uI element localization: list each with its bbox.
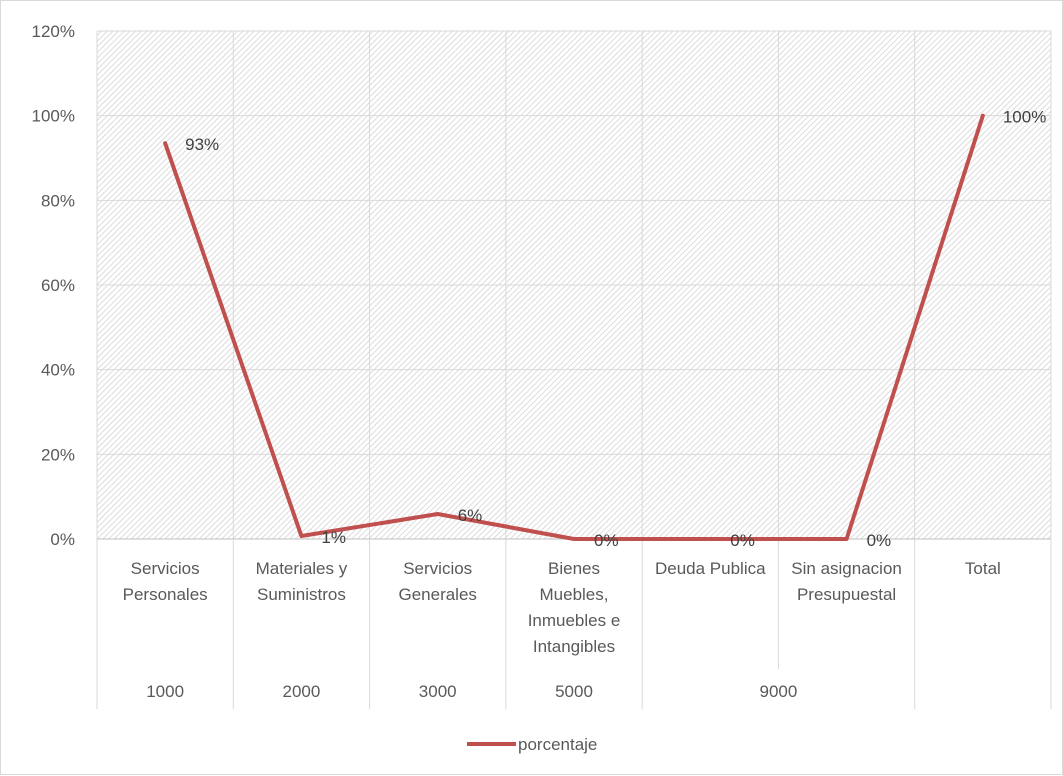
data-label: 6%: [458, 506, 483, 525]
x-category-label: Bienes: [548, 559, 600, 578]
x-category-label: Servicios: [403, 559, 472, 578]
y-tick-label: 120%: [32, 22, 75, 41]
x-category-label: Muebles,: [540, 585, 609, 604]
y-tick-label: 80%: [41, 191, 75, 210]
legend-label-porcentaje: porcentaje: [518, 735, 597, 754]
x-category-label: Suministros: [257, 585, 346, 604]
data-label: 100%: [1003, 108, 1046, 127]
x-category-label: Deuda Publica: [655, 559, 766, 578]
legend: porcentaje: [467, 735, 597, 754]
x-category-label: Generales: [398, 585, 476, 604]
x-group-label: 9000: [760, 682, 798, 701]
series-line-porcentaje: [163, 113, 985, 541]
x-group-label: 1000: [146, 682, 184, 701]
x-group-label: 5000: [555, 682, 593, 701]
x-category-label: Total: [965, 559, 1001, 578]
data-label: 93%: [185, 135, 219, 154]
x-category-label: Personales: [123, 585, 208, 604]
y-tick-label: 100%: [32, 107, 75, 126]
data-label: 1%: [321, 528, 346, 547]
x-category-label: Sin asignacion: [791, 559, 902, 578]
gridlines: [96, 30, 1052, 539]
data-labels: 93% 1% 6% 0% 0% 0% 100%: [185, 108, 1046, 550]
x-group-label: 2000: [283, 682, 321, 701]
y-tick-label: 40%: [41, 361, 75, 380]
y-tick-label: 20%: [41, 445, 75, 464]
x-category-label: Presupuestal: [797, 585, 896, 604]
data-label: 0%: [730, 531, 755, 550]
y-tick-label: 60%: [41, 276, 75, 295]
data-label: 0%: [594, 531, 619, 550]
x-group-label: 3000: [419, 682, 457, 701]
x-axis: Servicios Personales Materiales y Suministr…: [96, 538, 1052, 709]
data-label: 0%: [867, 531, 892, 550]
x-category-label: Servicios: [131, 559, 200, 578]
y-axis-ticks: 0% 20% 40% 60% 80% 100% 120%: [32, 22, 75, 549]
x-category-label: Inmuebles e: [528, 611, 621, 630]
x-category-label: Intangibles: [533, 637, 615, 656]
x-category-label: Materiales y: [256, 559, 348, 578]
series-lines: [163, 113, 985, 541]
y-tick-label: 0%: [50, 530, 75, 549]
